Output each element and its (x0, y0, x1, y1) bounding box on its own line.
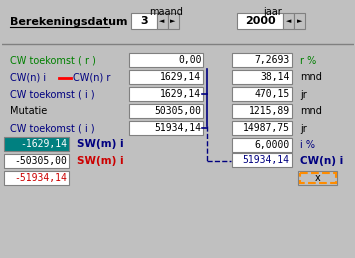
Text: 1629,14: 1629,14 (160, 72, 201, 82)
Text: CW toekomst ( i ): CW toekomst ( i ) (10, 124, 94, 133)
FancyBboxPatch shape (4, 137, 69, 151)
Text: 2000: 2000 (245, 16, 275, 26)
Text: CW(n) i: CW(n) i (10, 72, 46, 83)
Text: 50305,00: 50305,00 (154, 106, 201, 116)
Text: 3: 3 (140, 16, 148, 26)
Text: ◄: ◄ (159, 18, 165, 24)
FancyBboxPatch shape (131, 13, 157, 29)
Text: 1215,89: 1215,89 (249, 106, 290, 116)
Text: SW(m) i: SW(m) i (77, 139, 124, 149)
Text: 0,00: 0,00 (178, 55, 201, 65)
Text: 14987,75: 14987,75 (243, 123, 290, 133)
Text: Mutatie: Mutatie (10, 107, 47, 117)
Text: CW(n) r: CW(n) r (73, 72, 111, 83)
FancyBboxPatch shape (294, 13, 305, 29)
FancyBboxPatch shape (232, 121, 292, 135)
FancyBboxPatch shape (232, 53, 292, 67)
Text: mnd: mnd (300, 107, 322, 117)
Text: i %: i % (300, 141, 315, 150)
Text: CW(n) i: CW(n) i (300, 156, 343, 166)
FancyBboxPatch shape (2, 0, 354, 42)
Text: -51934,14: -51934,14 (15, 173, 67, 183)
Text: mnd: mnd (300, 72, 322, 83)
FancyBboxPatch shape (232, 87, 292, 101)
Text: CW toekomst ( i ): CW toekomst ( i ) (10, 90, 94, 100)
Text: 51934,14: 51934,14 (154, 123, 201, 133)
Text: Berekeningsdatum: Berekeningsdatum (10, 17, 127, 27)
Text: 38,14: 38,14 (261, 72, 290, 82)
FancyBboxPatch shape (232, 153, 292, 167)
FancyBboxPatch shape (283, 13, 294, 29)
FancyBboxPatch shape (129, 104, 203, 118)
Text: ►: ► (170, 18, 176, 24)
Text: ►: ► (296, 18, 302, 24)
Text: 470,15: 470,15 (255, 89, 290, 99)
Text: -1629,14: -1629,14 (20, 139, 67, 149)
FancyBboxPatch shape (129, 121, 203, 135)
Text: jr: jr (300, 90, 306, 100)
Text: jr: jr (300, 124, 306, 133)
Text: r %: r % (300, 55, 316, 66)
Text: SW(m) i: SW(m) i (77, 156, 124, 166)
Text: CW toekomst ( r ): CW toekomst ( r ) (10, 55, 95, 66)
Text: x: x (315, 173, 321, 183)
FancyBboxPatch shape (237, 13, 283, 29)
Text: ◄: ◄ (286, 18, 291, 24)
FancyBboxPatch shape (129, 53, 203, 67)
Text: 1629,14: 1629,14 (160, 89, 201, 99)
FancyBboxPatch shape (232, 104, 292, 118)
Text: jaar: jaar (263, 7, 282, 17)
FancyBboxPatch shape (157, 13, 168, 29)
Text: maand: maand (149, 7, 182, 17)
FancyBboxPatch shape (232, 138, 292, 152)
Text: -50305,00: -50305,00 (15, 156, 67, 166)
FancyBboxPatch shape (129, 70, 203, 84)
FancyBboxPatch shape (232, 70, 292, 84)
Text: 7,2693: 7,2693 (255, 55, 290, 65)
Text: 51934,14: 51934,14 (243, 155, 290, 165)
FancyBboxPatch shape (298, 171, 338, 185)
FancyBboxPatch shape (4, 171, 69, 185)
FancyBboxPatch shape (4, 154, 69, 168)
FancyBboxPatch shape (129, 87, 203, 101)
FancyBboxPatch shape (168, 13, 179, 29)
Text: 6,0000: 6,0000 (255, 140, 290, 150)
